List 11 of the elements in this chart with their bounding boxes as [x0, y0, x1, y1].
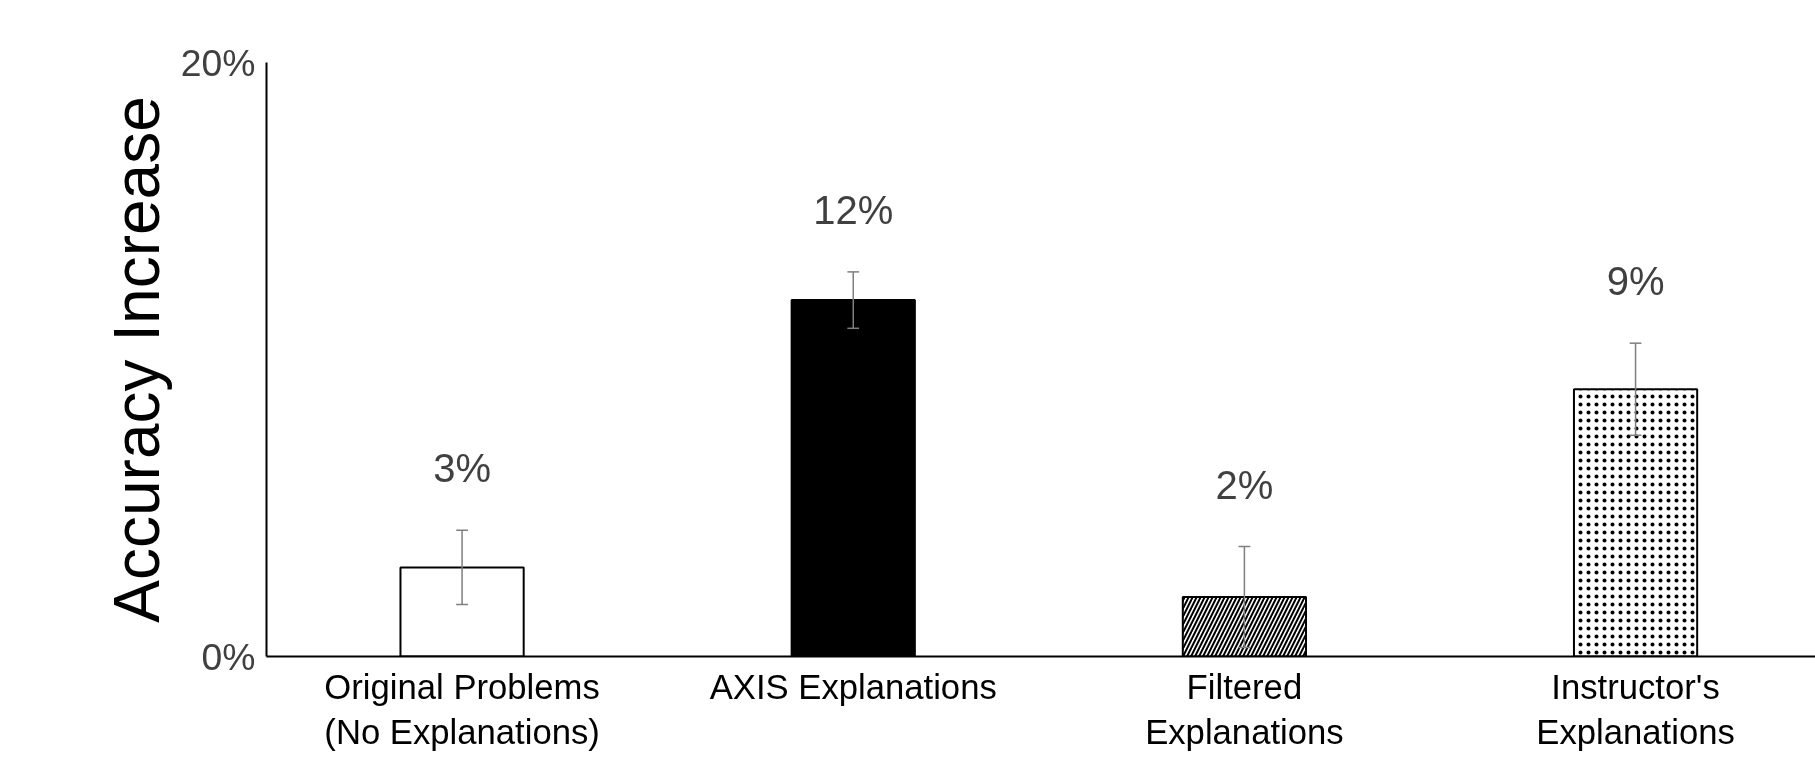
data-label: 9%	[1606, 259, 1665, 304]
x-tick-label: Filtered Explanations	[1145, 667, 1344, 752]
data-label: 3%	[433, 446, 491, 491]
y-tick-label: 20%	[180, 41, 256, 84]
data-label: 12%	[813, 187, 894, 232]
x-tick-label: Instructor's Explanations	[1536, 667, 1735, 752]
y-axis-title: Accuracy Increase	[100, 96, 173, 623]
data-label: 2%	[1215, 462, 1274, 507]
x-tick-label: AXIS Explanations	[709, 667, 997, 706]
x-tick-label: Original Problems (No Explanations)	[324, 667, 600, 752]
y-tick-label: 0%	[201, 635, 256, 678]
